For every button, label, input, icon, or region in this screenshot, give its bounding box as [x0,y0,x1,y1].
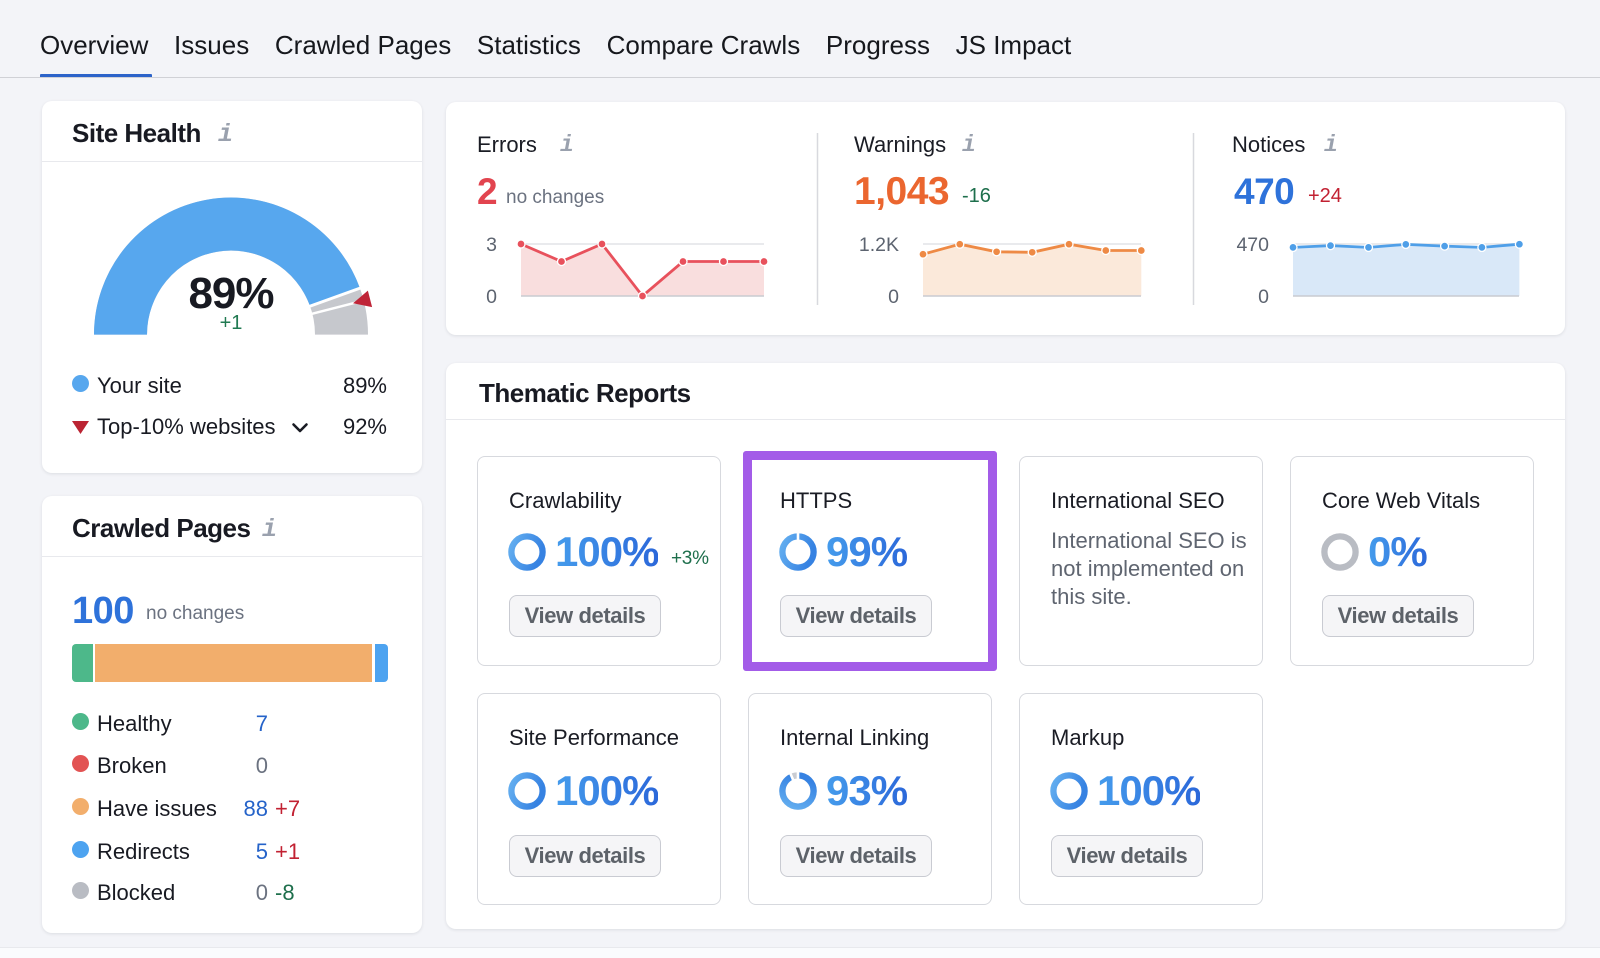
svg-text:+1: +1 [220,312,243,334]
svg-text:1.2K: 1.2K [859,234,899,256]
svg-text:0: 0 [888,286,899,308]
svg-text:0: 0 [486,286,497,308]
svg-text:3: 3 [486,234,497,256]
svg-text:470: 470 [1236,234,1269,256]
svg-text:89%: 89% [188,269,273,318]
svg-text:0: 0 [1258,286,1269,308]
